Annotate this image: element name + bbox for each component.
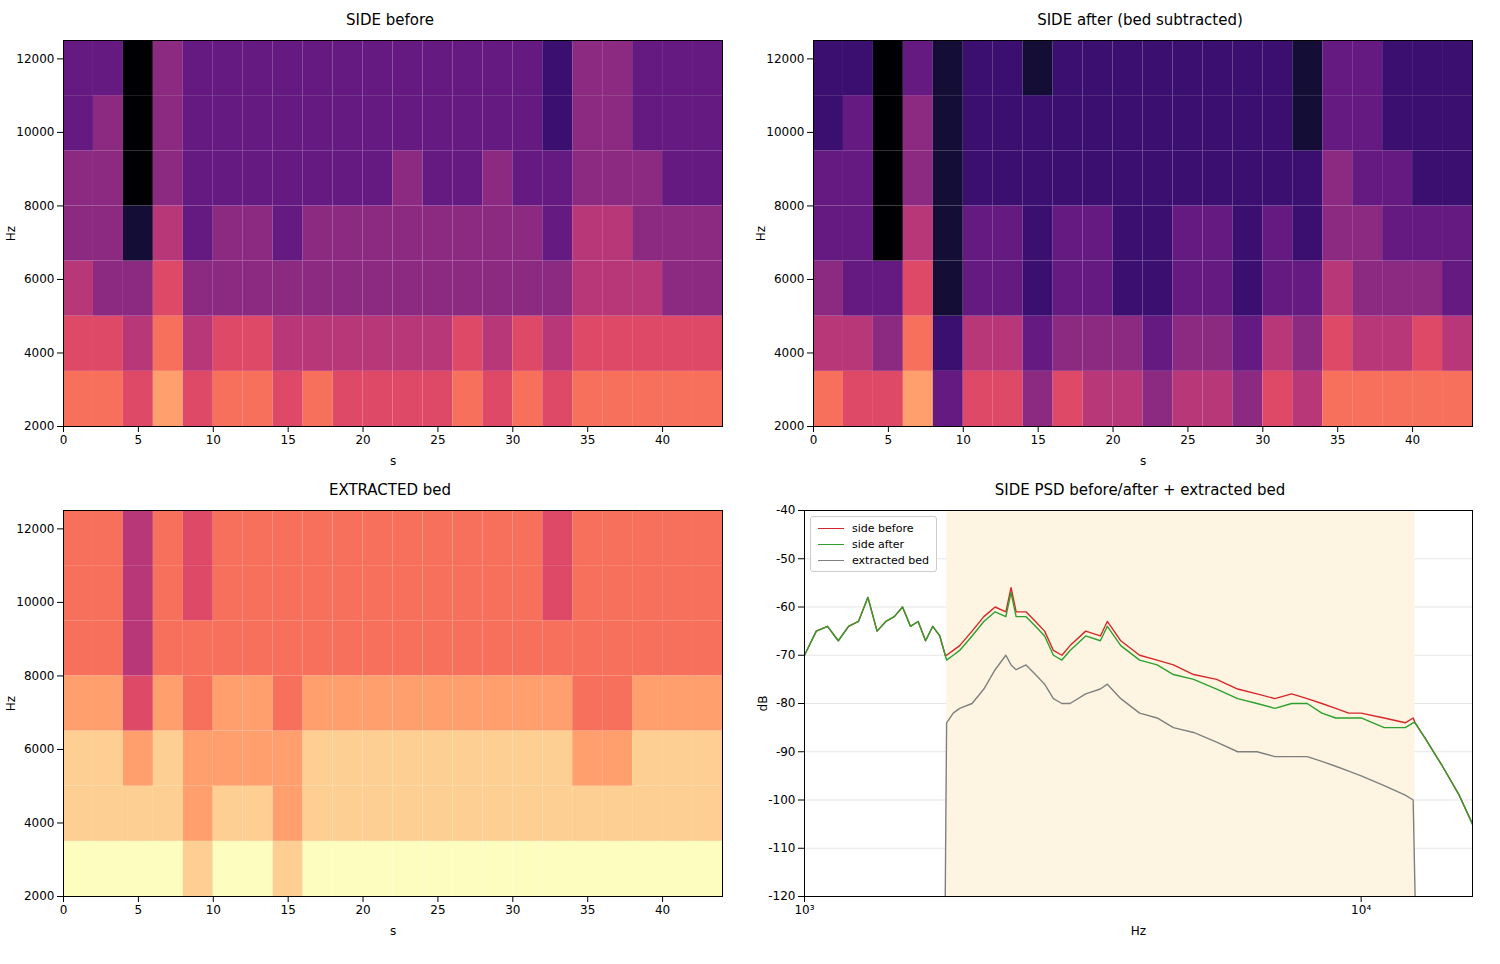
- html-text:side after: side after: [852, 537, 905, 551]
- svg-text:25: 25: [1180, 433, 1195, 447]
- svg-text:4000: 4000: [774, 346, 805, 360]
- svg-text:8000: 8000: [24, 669, 55, 683]
- svg-text:25: 25: [430, 433, 445, 447]
- svg-text:8000: 8000: [774, 199, 805, 213]
- svg-text:6000: 6000: [24, 742, 55, 756]
- svg-text:10: 10: [956, 433, 971, 447]
- svg-text:0: 0: [60, 903, 68, 917]
- svg-text:35: 35: [1330, 433, 1345, 447]
- svg-text:10⁴: 10⁴: [1351, 903, 1371, 917]
- svg-text:s: s: [390, 924, 396, 938]
- svg-text:30: 30: [505, 903, 520, 917]
- svg-text:-70: -70: [776, 648, 796, 662]
- html-text:SIDE after (bed subtracted): SIDE after (bed subtracted): [1037, 11, 1243, 29]
- html-text:SIDE before: SIDE before: [346, 11, 434, 29]
- svg-text:10000: 10000: [766, 125, 804, 139]
- svg-text:15: 15: [1031, 433, 1046, 447]
- svg-text:5: 5: [135, 903, 143, 917]
- svg-text:Hz: Hz: [1131, 924, 1146, 938]
- svg-text:-110: -110: [768, 841, 795, 855]
- svg-text:2000: 2000: [24, 889, 55, 903]
- svg-text:-80: -80: [776, 696, 796, 710]
- svg-text:s: s: [390, 454, 396, 468]
- svg-text:4000: 4000: [24, 346, 55, 360]
- svg-text:0: 0: [810, 433, 818, 447]
- svg-text:5: 5: [885, 433, 893, 447]
- svg-text:10³: 10³: [794, 903, 814, 917]
- svg-text:35: 35: [580, 433, 595, 447]
- svg-text:10000: 10000: [16, 595, 54, 609]
- svg-text:6000: 6000: [774, 272, 805, 286]
- svg-text:10000: 10000: [16, 125, 54, 139]
- svg-text:dB: dB: [756, 696, 770, 712]
- svg-text:s: s: [1140, 454, 1146, 468]
- svg-text:4000: 4000: [24, 816, 55, 830]
- svg-text:40: 40: [1405, 433, 1420, 447]
- svg-text:-90: -90: [776, 745, 796, 759]
- svg-text:-50: -50: [776, 552, 796, 566]
- svg-text:12000: 12000: [16, 52, 54, 66]
- svg-text:-120: -120: [768, 889, 795, 903]
- svg-text:15: 15: [281, 903, 296, 917]
- svg-text:20: 20: [355, 433, 370, 447]
- svg-text:5: 5: [135, 433, 143, 447]
- html-text:side before: side before: [852, 521, 914, 535]
- svg-text:12000: 12000: [16, 522, 54, 536]
- svg-text:2000: 2000: [774, 419, 805, 433]
- html-text:extracted bed: extracted bed: [852, 553, 929, 567]
- svg-text:-60: -60: [776, 600, 796, 614]
- svg-text:20: 20: [355, 903, 370, 917]
- svg-text:10: 10: [206, 903, 221, 917]
- svg-text:40: 40: [655, 433, 670, 447]
- svg-text:20: 20: [1105, 433, 1120, 447]
- svg-text:30: 30: [505, 433, 520, 447]
- svg-text:Hz: Hz: [4, 696, 18, 711]
- svg-text:-100: -100: [768, 793, 795, 807]
- svg-text:Hz: Hz: [4, 226, 18, 241]
- svg-text:35: 35: [580, 903, 595, 917]
- svg-text:Hz: Hz: [754, 226, 768, 241]
- svg-text:2000: 2000: [24, 419, 55, 433]
- svg-text:30: 30: [1255, 433, 1270, 447]
- svg-text:8000: 8000: [24, 199, 55, 213]
- html-text:SIDE PSD before/after + extrac: SIDE PSD before/after + extracted bed: [994, 481, 1286, 499]
- svg-text:10: 10: [206, 433, 221, 447]
- html-text:EXTRACTED bed: EXTRACTED bed: [328, 481, 452, 499]
- svg-text:15: 15: [281, 433, 296, 447]
- svg-text:6000: 6000: [24, 272, 55, 286]
- svg-text:25: 25: [430, 903, 445, 917]
- svg-text:12000: 12000: [766, 52, 804, 66]
- svg-text:40: 40: [655, 903, 670, 917]
- svg-text:-40: -40: [776, 503, 796, 517]
- svg-text:0: 0: [60, 433, 68, 447]
